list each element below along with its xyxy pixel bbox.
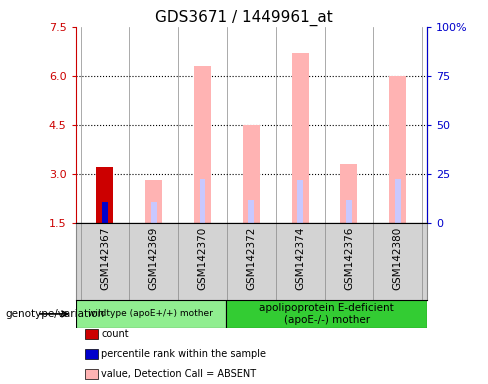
Text: GSM142367: GSM142367 bbox=[100, 227, 110, 290]
Text: GSM142370: GSM142370 bbox=[198, 227, 207, 290]
Text: apolipoprotein E-deficient
(apoE-/-) mother: apolipoprotein E-deficient (apoE-/-) mot… bbox=[259, 303, 394, 325]
Text: GSM142372: GSM142372 bbox=[246, 227, 256, 290]
Bar bbox=[226, 300, 427, 328]
Bar bbox=[102, 202, 108, 223]
Text: GSM142380: GSM142380 bbox=[393, 227, 403, 290]
Bar bbox=[243, 125, 260, 223]
Bar bbox=[395, 179, 401, 223]
Text: percentile rank within the sample: percentile rank within the sample bbox=[101, 349, 266, 359]
Text: wildtype (apoE+/+) mother: wildtype (apoE+/+) mother bbox=[88, 310, 213, 318]
Text: GSM142376: GSM142376 bbox=[344, 227, 354, 290]
Text: GDS3671 / 1449961_at: GDS3671 / 1449961_at bbox=[155, 10, 333, 26]
Bar bbox=[102, 202, 108, 223]
Text: GSM142374: GSM142374 bbox=[295, 227, 305, 290]
Bar bbox=[151, 202, 157, 223]
Bar bbox=[341, 164, 358, 223]
Bar bbox=[248, 200, 254, 223]
Bar bbox=[346, 200, 352, 223]
Bar bbox=[200, 179, 205, 223]
Bar bbox=[389, 76, 407, 223]
Bar bbox=[292, 53, 309, 223]
Bar bbox=[297, 180, 303, 223]
Bar bbox=[97, 167, 113, 223]
Bar bbox=[76, 300, 226, 328]
Bar bbox=[145, 180, 163, 223]
Bar bbox=[97, 167, 113, 223]
Text: count: count bbox=[101, 329, 129, 339]
Text: GSM142369: GSM142369 bbox=[149, 227, 159, 290]
Text: genotype/variation: genotype/variation bbox=[5, 309, 104, 319]
Bar bbox=[194, 66, 211, 223]
Text: value, Detection Call = ABSENT: value, Detection Call = ABSENT bbox=[101, 369, 256, 379]
